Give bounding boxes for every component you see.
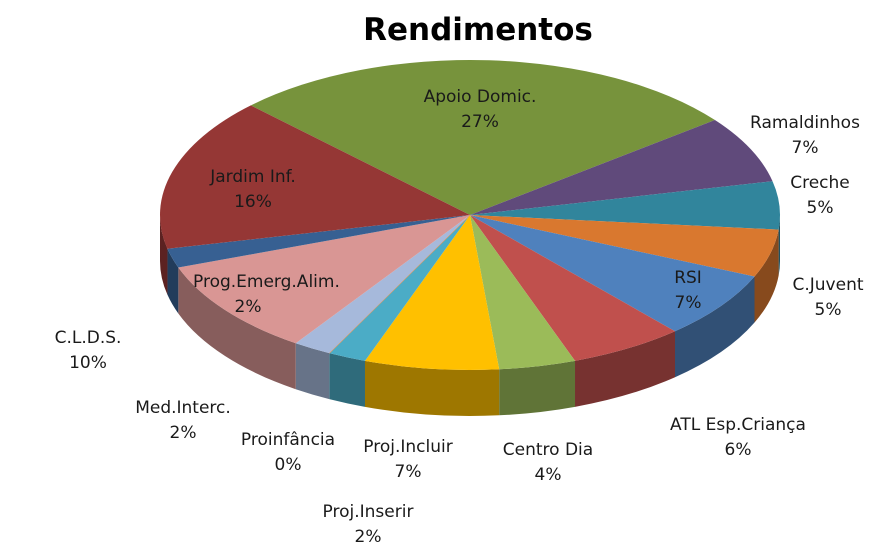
slice-side <box>364 360 500 416</box>
slice-label: Proj.Incluir 7% <box>343 435 473 485</box>
slice-label: Ramaldinhos 7% <box>725 111 885 161</box>
slice-label: Med.Interc. 2% <box>113 396 253 446</box>
category-label: Jardim Inf. <box>210 167 296 187</box>
slice <box>250 59 715 215</box>
slice <box>295 215 470 354</box>
percent-label: 7% <box>394 462 422 482</box>
category-label: Creche <box>790 173 850 193</box>
slice-label: ATL Esp.Criança 6% <box>643 413 833 463</box>
slice <box>470 215 755 332</box>
slice <box>470 181 780 230</box>
slice-side <box>160 215 168 295</box>
slice-side <box>499 360 576 416</box>
percent-label: 6% <box>724 440 752 460</box>
slice-side <box>178 267 296 390</box>
category-label: ATL Esp.Criança <box>670 415 806 435</box>
category-label: Proinfância <box>240 430 336 450</box>
slice-label: Centro Dia 4% <box>483 438 613 488</box>
percent-label: 0% <box>274 455 302 475</box>
slice <box>167 215 470 268</box>
percent-label: 5% <box>806 198 834 218</box>
percent-label: 7% <box>791 138 819 158</box>
percent-label: 10% <box>69 353 107 373</box>
slice <box>470 215 779 277</box>
slice-label: C.L.D.S. 10% <box>6 326 171 376</box>
slice-side <box>575 331 676 407</box>
slice-label: Creche 5% <box>760 171 880 221</box>
percent-label: 2% <box>169 423 197 443</box>
slice-label: Prog.Emerg.Alim. 2% <box>193 270 340 320</box>
slice-side <box>295 343 330 400</box>
percent-label: 7% <box>674 293 702 313</box>
slice-label: RSI 7% <box>648 266 728 316</box>
percent-label: 5% <box>814 300 842 320</box>
slice-label: Apoio Domic. 27% <box>380 85 580 135</box>
slice-side <box>754 229 779 323</box>
slice <box>364 215 500 370</box>
slice-side <box>675 276 755 378</box>
slice <box>470 119 773 215</box>
percent-label: 4% <box>534 465 562 485</box>
slice-label: Jardim Inf. 16% <box>183 165 323 215</box>
percent-label: 2% <box>234 297 262 317</box>
category-label: Prog.Emerg.Alim. <box>193 272 340 292</box>
category-label: RSI <box>674 268 702 288</box>
slice-label: Proj.Inserir 2% <box>293 500 443 543</box>
slice <box>178 215 470 344</box>
percent-label: 27% <box>461 112 499 132</box>
category-label: Proj.Inserir <box>322 502 414 522</box>
slice <box>470 215 576 370</box>
category-label: Proj.Incluir <box>363 437 453 457</box>
category-label: Med.Interc. <box>135 398 231 418</box>
slice <box>159 105 470 249</box>
category-label: Centro Dia <box>502 440 594 460</box>
slice <box>329 215 470 361</box>
percent-label: 2% <box>354 527 382 543</box>
percent-label: 16% <box>234 192 272 212</box>
slice-side <box>329 353 365 407</box>
slice-label: C.Juvent 5% <box>768 273 888 323</box>
category-label: Apoio Domic. <box>423 87 537 107</box>
category-label: C.Juvent <box>792 275 864 295</box>
slice-side <box>167 248 179 314</box>
slice-label: Proinfância 0% <box>218 428 358 478</box>
slice <box>470 215 676 361</box>
chart-title: Rendimentos <box>363 12 593 48</box>
slice-side <box>778 215 780 276</box>
category-label: C.L.D.S. <box>54 328 122 348</box>
category-label: Ramaldinhos <box>750 113 860 133</box>
